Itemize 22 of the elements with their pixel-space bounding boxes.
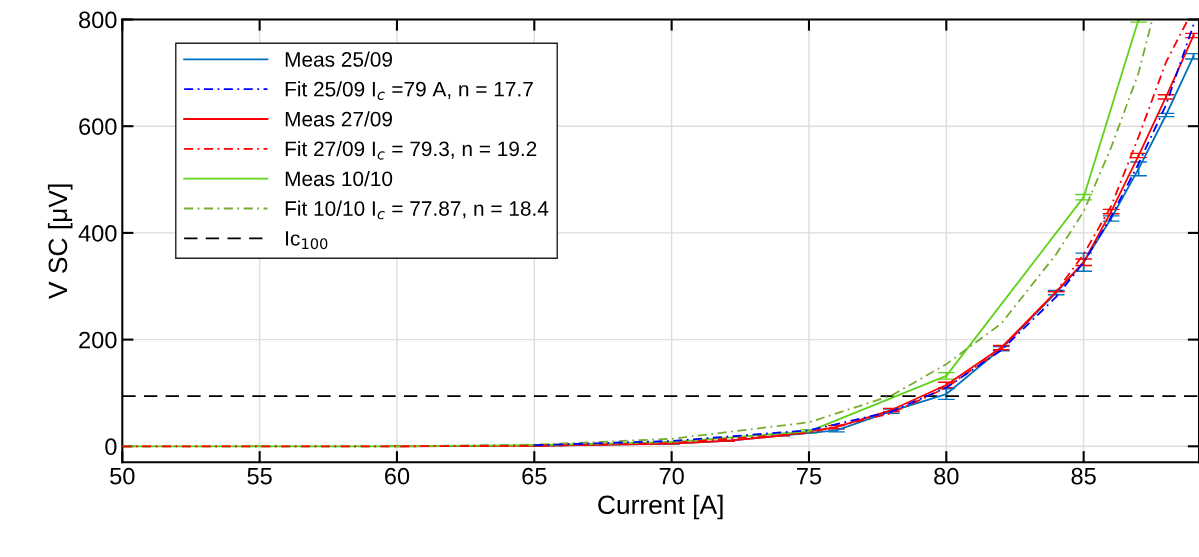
legend-label: Ic$_{100}$ [286, 231, 328, 250]
y-tick-label: 800 [79, 11, 117, 29]
x-tick-label: 70 [659, 467, 684, 485]
y-tick-label: 600 [79, 118, 117, 135]
legend-label: Fit 27/09 I$_{c}$ = 79.3, n = 19.2 [285, 140, 537, 160]
x-tick-label: 50 [110, 467, 135, 485]
y-axis-title: V SC [μV] [47, 184, 73, 299]
legend-label: Meas 27/09 [285, 111, 392, 127]
x-tick-label: 85 [1071, 467, 1096, 485]
x-tick-label: 80 [934, 467, 959, 485]
y-tick-label: 400 [78, 224, 117, 242]
x-tick-label: 75 [797, 468, 822, 485]
legend-label: Meas 25/09 [285, 51, 392, 67]
legend-label: Fit 25/09 I$_{c}$ =79 A, n = 17.7 [285, 81, 533, 100]
legend-label: Meas 10/10 [285, 170, 393, 187]
y-tick-label: 200 [79, 331, 117, 349]
x-tick-label: 65 [522, 467, 547, 485]
legend-label: Fit 10/10 I$_{c}$ = 77.87, n = 18.4 [285, 200, 549, 220]
x-axis-title: Current [A] [598, 494, 723, 520]
y-tick-label: 0 [105, 438, 117, 456]
x-tick-label: 60 [385, 467, 410, 485]
x-tick-label: 55 [247, 468, 272, 485]
